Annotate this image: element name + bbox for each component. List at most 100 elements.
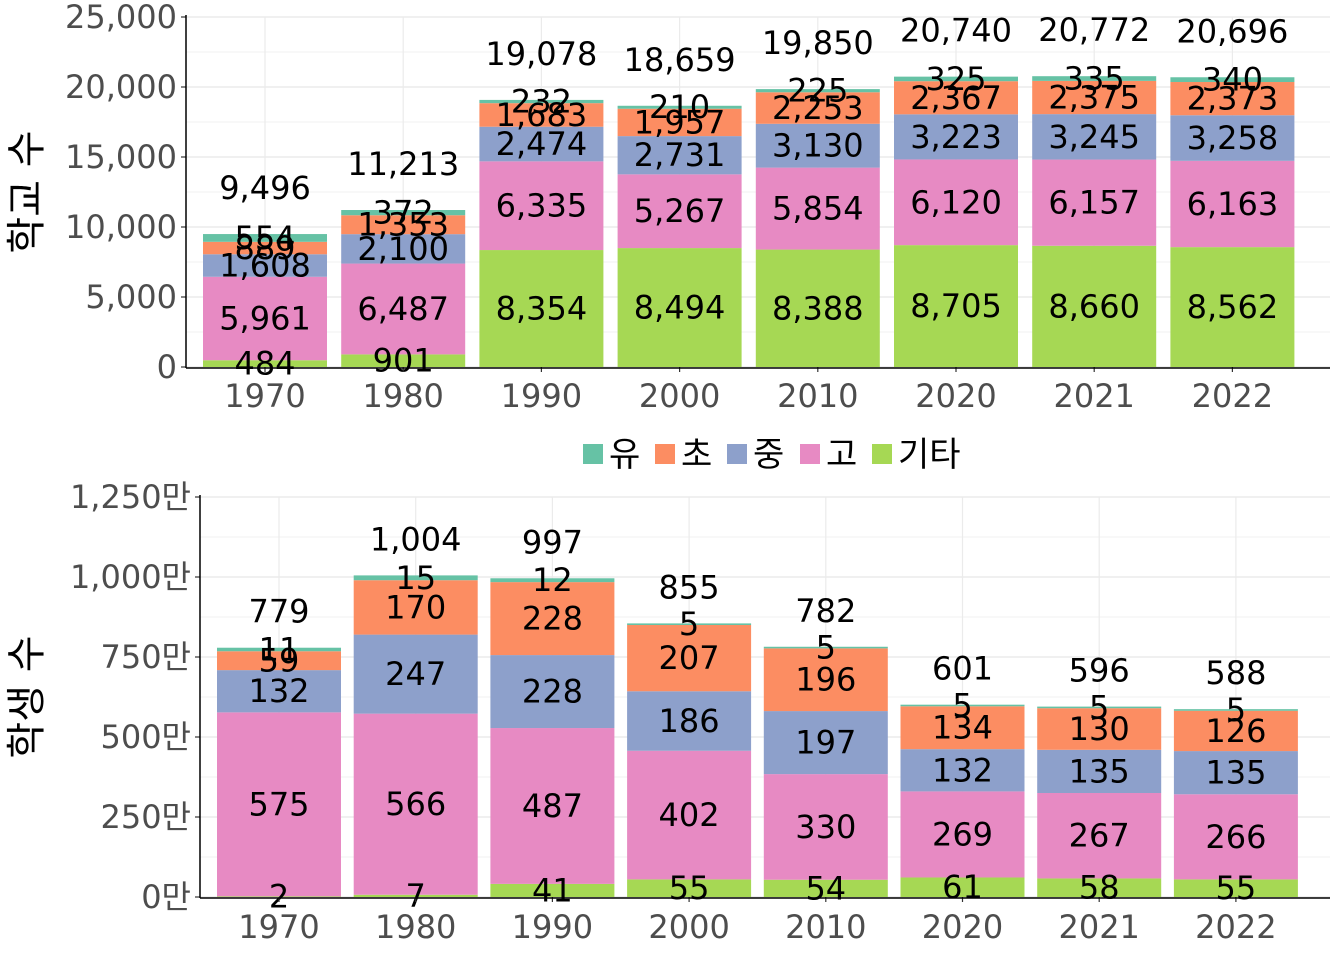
- bar-segment: [490, 582, 615, 656]
- data-label: 232: [511, 83, 572, 121]
- data-label: 487: [522, 787, 583, 825]
- data-label: 186: [659, 702, 720, 740]
- bar-segment: [353, 580, 478, 635]
- bar-segment: [203, 241, 327, 255]
- data-label: 5: [1089, 688, 1109, 726]
- bar-segment: [1173, 794, 1298, 880]
- data-label: 8,562: [1187, 288, 1279, 326]
- data-label: 5,267: [634, 192, 726, 230]
- bar-segment: [894, 81, 1018, 115]
- bar-segment: [755, 89, 880, 93]
- data-label: 484: [234, 345, 295, 383]
- y-tick-label: 750만: [100, 638, 191, 676]
- data-label: 197: [795, 724, 856, 762]
- y-tick-label: 20,000: [65, 68, 177, 106]
- y-axis-title: 학생 수: [4, 635, 50, 758]
- data-label: 126: [1205, 712, 1266, 750]
- data-label: 210: [649, 88, 710, 126]
- data-label: 15: [395, 559, 436, 597]
- data-label: 6,335: [496, 187, 588, 225]
- data-label: 135: [1205, 754, 1266, 792]
- bar-segment: [1170, 77, 1295, 83]
- total-label: 20,772: [1038, 11, 1150, 49]
- data-label: 225: [787, 72, 848, 110]
- bar-segment: [217, 896, 341, 897]
- bar-segment: [755, 92, 880, 124]
- legend-label: 초: [681, 435, 712, 475]
- data-label: 132: [248, 672, 309, 710]
- x-tick-label: 2021: [1058, 908, 1139, 946]
- data-label: 5,961: [219, 299, 311, 337]
- data-label: 196: [795, 661, 856, 699]
- y-tick-label: 1,250만: [70, 478, 191, 516]
- data-label: 2,367: [910, 79, 1002, 117]
- y-axis-title: 학교 수: [4, 130, 50, 253]
- chart-panel-1: 0 5,000 10,000 15,000 20,000 25,000 484 5,961 1,…: [4, 0, 1330, 415]
- y-tick-label: 250만: [100, 798, 191, 836]
- bar-segment: [1173, 710, 1298, 752]
- data-label: 2,373: [1187, 80, 1279, 118]
- bar-segment: [1173, 751, 1298, 795]
- bar-segment: [490, 655, 615, 729]
- legend-swatch: [800, 444, 820, 464]
- bar-segment: [617, 248, 742, 367]
- data-label: 5: [679, 605, 699, 643]
- bar-segment: [479, 99, 604, 104]
- bar-segment: [763, 711, 888, 775]
- legend-label: 중: [753, 435, 784, 475]
- bar-segment: [353, 894, 478, 897]
- bar-segment: [763, 774, 888, 880]
- bar-segment: [755, 167, 880, 250]
- data-label: 8,705: [910, 287, 1002, 325]
- data-label: 5: [1226, 691, 1246, 729]
- bar-segment: [341, 354, 466, 367]
- data-label: 8,660: [1048, 287, 1140, 325]
- bar-segment: [490, 883, 615, 897]
- y-tick-label: 500만: [100, 718, 191, 756]
- x-tick-label: 1970: [224, 377, 305, 415]
- data-label: 3,223: [910, 118, 1002, 156]
- data-label: 566: [385, 785, 446, 823]
- data-label: 2,253: [772, 89, 864, 127]
- bar-segment: [755, 249, 880, 367]
- bar-segment: [203, 234, 327, 242]
- bar-segment: [1170, 160, 1295, 248]
- bar-segment: [203, 254, 327, 277]
- bar-segment: [1032, 114, 1157, 160]
- data-label: 5: [816, 629, 836, 667]
- bar-segment: [1037, 878, 1162, 897]
- bar-segment: [763, 646, 888, 649]
- data-label: 6,120: [910, 183, 1002, 221]
- bar-segment: [217, 712, 341, 897]
- data-label: 2,731: [634, 136, 726, 174]
- bar-segment: [341, 210, 466, 216]
- bar-segment: [490, 578, 615, 583]
- bar-segment: [900, 704, 1025, 707]
- total-label: 19,850: [762, 24, 874, 62]
- data-label: 135: [1069, 752, 1130, 790]
- bar-segment: [1170, 82, 1295, 116]
- x-tick-label: 2010: [777, 377, 858, 415]
- total-label: 20,696: [1176, 12, 1288, 50]
- x-tick-label: 2000: [648, 908, 729, 946]
- bar-segment: [894, 245, 1018, 367]
- data-label: 269: [932, 815, 993, 853]
- data-label: 372: [373, 194, 434, 232]
- bar-segment: [203, 276, 327, 361]
- bar-segment: [1173, 879, 1298, 897]
- data-label: 207: [659, 639, 720, 677]
- bar-segment: [1170, 247, 1295, 367]
- bar-segment: [617, 105, 742, 109]
- bar-segment: [479, 250, 604, 367]
- x-tick-label: 2020: [915, 377, 996, 415]
- total-label: 20,740: [900, 12, 1012, 50]
- y-tick-label: 0만: [141, 878, 191, 916]
- bar-segment: [217, 670, 341, 713]
- data-label: 247: [385, 655, 446, 693]
- bar-segment: [627, 879, 752, 897]
- bar-segment: [900, 877, 1025, 897]
- bar-segment: [479, 126, 604, 162]
- bar-segment: [341, 263, 466, 355]
- bar-segment: [763, 879, 888, 897]
- data-label: 3,130: [772, 127, 864, 165]
